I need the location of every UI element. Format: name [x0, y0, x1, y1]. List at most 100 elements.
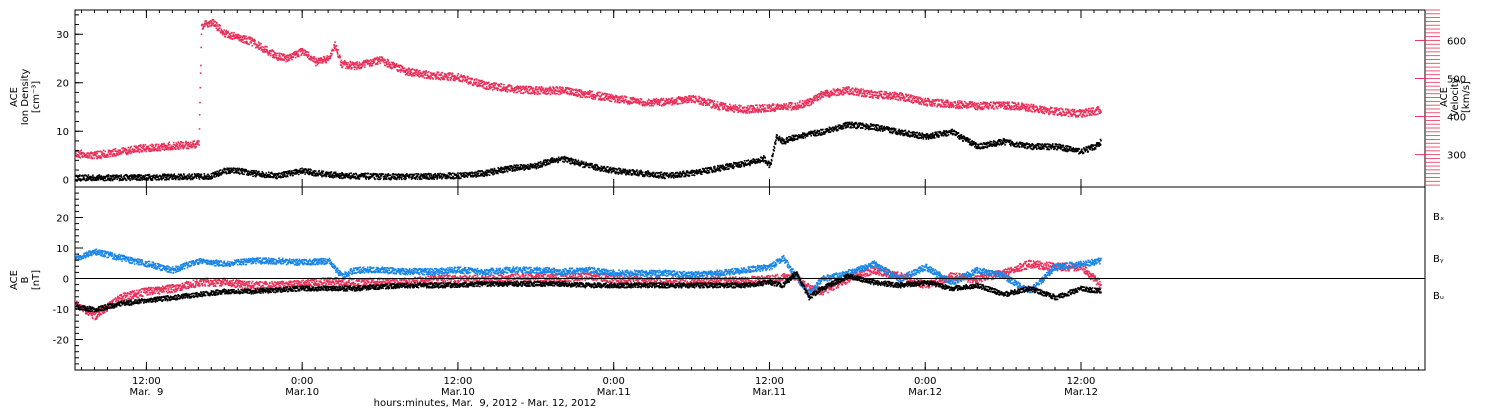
ion-density-series-point: [348, 173, 350, 176]
ion-density-series-point: [1008, 139, 1011, 142]
ion-density-series-point: [926, 136, 928, 139]
ion-density-series-point: [609, 166, 612, 169]
ion-density-series-point: [595, 168, 598, 170]
velocity-series-point: [178, 145, 180, 148]
ion-density-series-point: [613, 167, 615, 169]
velocity-series-point: [243, 37, 246, 39]
ion-density-series-point: [698, 170, 700, 173]
velocity-series-point: [93, 157, 95, 159]
velocity-series-point: [224, 35, 226, 38]
velocity-series-point: [80, 149, 82, 152]
ion-density-series-point: [997, 143, 999, 145]
velocity-series-point: [110, 150, 112, 152]
ion-density-series-point: [669, 175, 671, 177]
ion-density-series-point: [1022, 144, 1024, 146]
ion-density-series-point: [763, 156, 765, 158]
velocity-series-point: [93, 152, 96, 154]
ion-density-series-point: [483, 175, 486, 177]
ion-density-series-point: [405, 177, 407, 180]
ion-density-series-point: [769, 164, 771, 166]
ion-density-series-point: [772, 153, 774, 156]
ion-density-series-point: [994, 140, 996, 143]
velocity-series-point: [471, 78, 473, 80]
ion-density-series-point: [1095, 145, 1098, 148]
ion-density-series-point: [755, 160, 758, 163]
ion-density-series-point: [596, 169, 599, 171]
ion-density-series-point: [348, 172, 351, 175]
ion-density-series-point: [787, 141, 789, 143]
ion-density-series-point: [85, 179, 87, 182]
ion-density-series-point: [882, 130, 884, 132]
ion-density-series-point: [164, 179, 166, 181]
ion-density-series-point: [148, 177, 150, 179]
velocity-series-point: [100, 157, 102, 159]
ion-density-series-point: [995, 145, 997, 147]
ion-density-series-point: [621, 173, 623, 175]
ion-density-series-point: [602, 170, 605, 172]
velocity-series-point: [200, 46, 202, 49]
ion-density-series-point: [131, 174, 134, 176]
ion-density-series-point: [376, 178, 379, 180]
velocity-series-point: [242, 35, 245, 37]
ion-density-series-point: [1031, 148, 1033, 150]
ion-density-series-point: [886, 126, 888, 128]
ion-density-series-point: [705, 172, 708, 174]
velocity-series-point: [251, 44, 254, 47]
velocity-series-point: [204, 23, 207, 25]
ion-density-series-point: [1009, 139, 1012, 142]
ion-density-series-point: [951, 130, 953, 133]
ion-density-series-point: [713, 167, 715, 170]
ion-density-series-point: [143, 178, 146, 181]
ion-density-series-point: [217, 175, 220, 177]
velocity-series-point: [102, 152, 104, 155]
ion-density-series-point: [726, 168, 728, 170]
velocity-series-point: [344, 67, 347, 70]
ion-density-series-point: [980, 142, 983, 145]
ion-density-series-point: [333, 175, 335, 177]
ion-density-series-point: [618, 167, 621, 170]
ion-density-series-point: [802, 135, 804, 138]
velocity-series-point: [156, 149, 159, 152]
ion-density-series-point: [362, 174, 365, 176]
ion-density-series-point: [487, 171, 490, 173]
velocity-series-point: [157, 143, 160, 146]
ion-density-series-point: [240, 170, 243, 172]
ion-density-series-point: [1070, 146, 1072, 149]
ion-density-series-point: [535, 166, 537, 169]
ion-density-series-point: [503, 166, 506, 168]
ion-density-series-point: [1045, 143, 1048, 146]
ion-density-series-point: [347, 176, 350, 179]
velocity-series-point: [184, 144, 187, 146]
ion-density-series-point: [739, 164, 742, 166]
ion-density-series-point: [285, 175, 288, 178]
ion-density-series-point: [290, 173, 292, 175]
velocity-series-point: [158, 149, 160, 152]
ion-density-series-point: [768, 162, 770, 164]
velocity-series-point: [292, 53, 294, 55]
ion-density-series-point: [594, 169, 597, 171]
ion-density-series-point: [607, 171, 610, 174]
ion-density-series-point: [1004, 144, 1006, 146]
velocity-series-point: [115, 154, 118, 156]
ion-density-series-point: [320, 172, 323, 174]
ion-density-series-point: [457, 172, 459, 174]
velocity-series-point: [126, 149, 128, 152]
ion-density-series-point: [481, 174, 484, 177]
ion-density-series-point: [97, 177, 100, 180]
velocity-series-point: [138, 151, 141, 153]
velocity-series-point: [162, 143, 164, 146]
ion-density-series-point: [934, 137, 936, 139]
ion-density-series-point: [901, 129, 904, 132]
velocity-series-point: [464, 76, 467, 79]
ion-density-series-point: [399, 175, 401, 177]
ion-density-series-point: [165, 177, 168, 179]
velocity-series-point: [223, 32, 225, 35]
ion-density-series-point: [158, 178, 160, 181]
ion-density-series-point: [663, 174, 665, 177]
ion-density-series-point: [654, 172, 656, 174]
ion-density-series-point: [886, 128, 889, 131]
ion-density-series-point: [928, 134, 930, 136]
ion-density-series-point: [285, 172, 288, 175]
ion-density-series-point: [313, 170, 316, 172]
velocity-series-point: [325, 61, 328, 64]
